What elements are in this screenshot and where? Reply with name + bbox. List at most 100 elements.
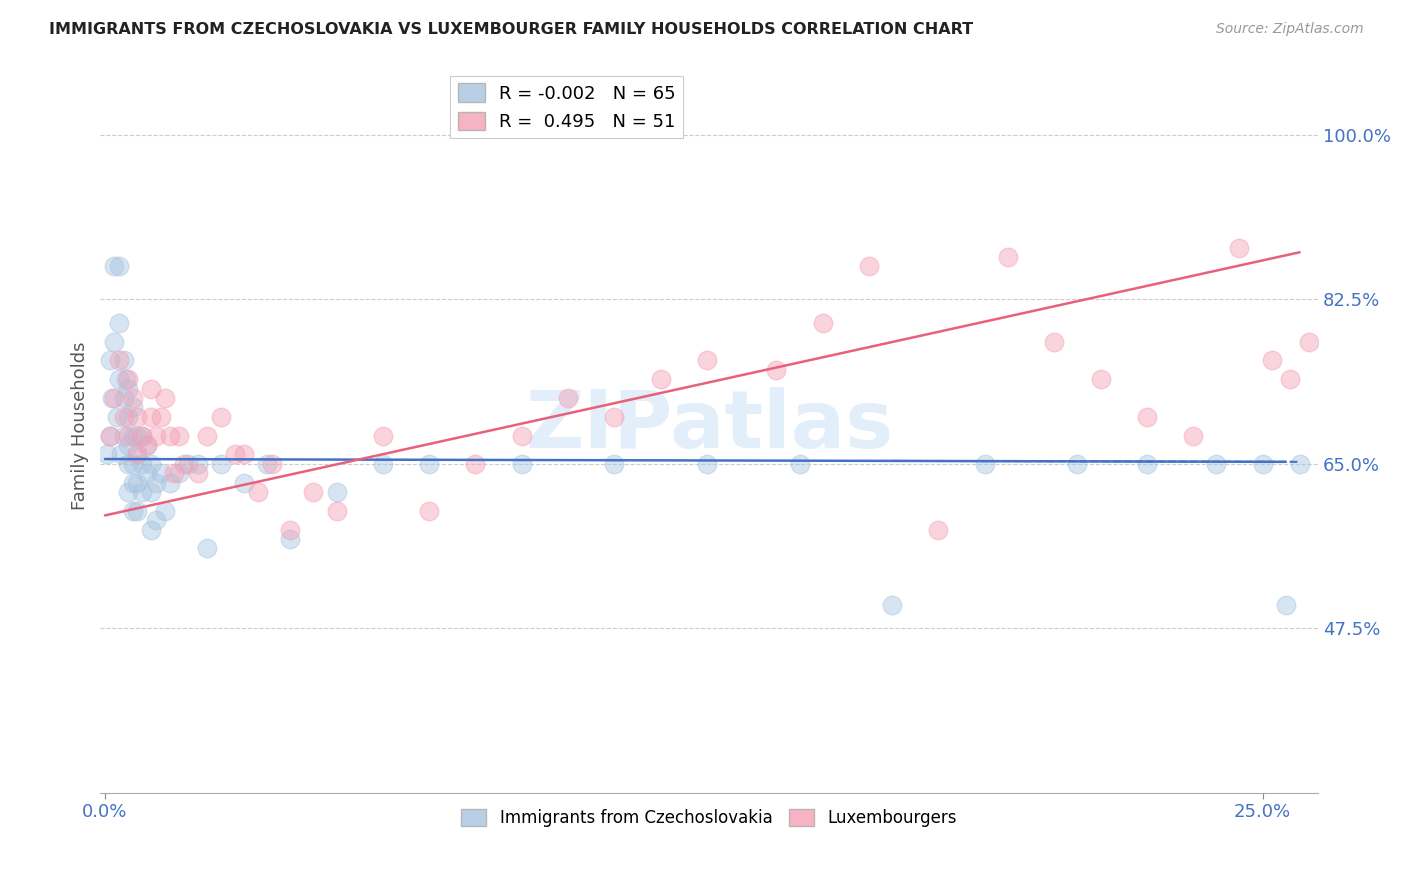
Point bbox=[135, 466, 157, 480]
Point bbox=[278, 532, 301, 546]
Point bbox=[195, 541, 218, 556]
Point bbox=[121, 475, 143, 490]
Point bbox=[98, 428, 121, 442]
Point bbox=[187, 457, 209, 471]
Point bbox=[209, 409, 232, 424]
Point bbox=[173, 457, 195, 471]
Point bbox=[112, 353, 135, 368]
Point bbox=[1261, 353, 1284, 368]
Point bbox=[510, 428, 533, 442]
Point bbox=[1090, 372, 1112, 386]
Point bbox=[112, 391, 135, 405]
Point bbox=[127, 447, 149, 461]
Point bbox=[1288, 457, 1310, 471]
Point bbox=[302, 484, 325, 499]
Point bbox=[371, 428, 394, 442]
Point bbox=[149, 409, 172, 424]
Point bbox=[232, 475, 254, 490]
Point bbox=[117, 382, 139, 396]
Point bbox=[765, 363, 787, 377]
Point bbox=[98, 353, 121, 368]
Point bbox=[159, 475, 181, 490]
Point bbox=[1182, 428, 1205, 442]
Point bbox=[145, 475, 167, 490]
Point bbox=[163, 466, 186, 480]
Point bbox=[117, 372, 139, 386]
Point bbox=[112, 428, 135, 442]
Point bbox=[117, 409, 139, 424]
Point bbox=[108, 372, 131, 386]
Point bbox=[325, 504, 347, 518]
Point bbox=[464, 457, 486, 471]
Point bbox=[127, 504, 149, 518]
Point bbox=[117, 428, 139, 442]
Point bbox=[1136, 457, 1159, 471]
Text: IMMIGRANTS FROM CZECHOSLOVAKIA VS LUXEMBOURGER FAMILY HOUSEHOLDS CORRELATION CHA: IMMIGRANTS FROM CZECHOSLOVAKIA VS LUXEMB… bbox=[49, 22, 973, 37]
Point bbox=[418, 504, 440, 518]
Point bbox=[696, 457, 718, 471]
Point bbox=[110, 447, 132, 461]
Point bbox=[195, 428, 218, 442]
Point bbox=[997, 250, 1019, 264]
Point bbox=[973, 457, 995, 471]
Point bbox=[1279, 372, 1302, 386]
Point bbox=[278, 523, 301, 537]
Point bbox=[145, 513, 167, 527]
Point bbox=[121, 504, 143, 518]
Point bbox=[103, 391, 125, 405]
Point bbox=[1205, 457, 1227, 471]
Point bbox=[371, 457, 394, 471]
Point bbox=[141, 457, 163, 471]
Point bbox=[187, 466, 209, 480]
Point bbox=[141, 409, 163, 424]
Point bbox=[141, 523, 163, 537]
Point bbox=[167, 428, 190, 442]
Point bbox=[98, 428, 121, 442]
Point bbox=[246, 484, 269, 499]
Point bbox=[108, 353, 131, 368]
Point bbox=[131, 457, 153, 471]
Point bbox=[209, 457, 232, 471]
Point bbox=[135, 438, 157, 452]
Point bbox=[260, 457, 283, 471]
Point bbox=[1229, 241, 1251, 255]
Point bbox=[256, 457, 278, 471]
Point bbox=[167, 466, 190, 480]
Point bbox=[127, 475, 149, 490]
Point bbox=[224, 447, 246, 461]
Point bbox=[96, 447, 118, 461]
Point bbox=[105, 409, 128, 424]
Point bbox=[153, 504, 176, 518]
Text: ZIPatlas: ZIPatlas bbox=[524, 387, 893, 465]
Point bbox=[153, 391, 176, 405]
Point bbox=[510, 457, 533, 471]
Point bbox=[149, 466, 172, 480]
Point bbox=[131, 428, 153, 442]
Point bbox=[117, 438, 139, 452]
Point bbox=[135, 438, 157, 452]
Point bbox=[145, 428, 167, 442]
Point bbox=[418, 457, 440, 471]
Point bbox=[325, 484, 347, 499]
Point bbox=[1043, 334, 1066, 349]
Point bbox=[603, 409, 626, 424]
Point bbox=[789, 457, 811, 471]
Point bbox=[121, 457, 143, 471]
Point bbox=[696, 353, 718, 368]
Point bbox=[103, 334, 125, 349]
Point bbox=[603, 457, 626, 471]
Point bbox=[114, 372, 136, 386]
Point bbox=[117, 457, 139, 471]
Point bbox=[131, 484, 153, 499]
Point bbox=[131, 428, 153, 442]
Point bbox=[882, 598, 904, 612]
Point bbox=[1251, 457, 1274, 471]
Point bbox=[811, 316, 834, 330]
Point bbox=[121, 428, 143, 442]
Point bbox=[127, 447, 149, 461]
Point bbox=[112, 409, 135, 424]
Point bbox=[1274, 598, 1296, 612]
Legend: Immigrants from Czechoslovakia, Luxembourgers: Immigrants from Czechoslovakia, Luxembou… bbox=[453, 801, 966, 836]
Point bbox=[159, 428, 181, 442]
Point bbox=[927, 523, 949, 537]
